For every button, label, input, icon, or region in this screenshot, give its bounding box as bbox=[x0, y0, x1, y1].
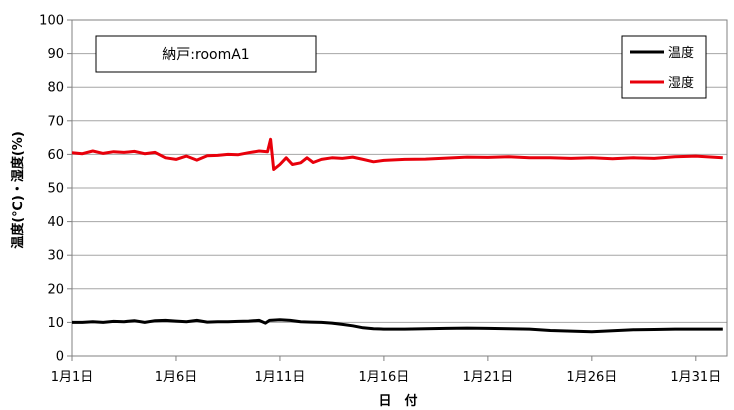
y-tick-label: 50 bbox=[47, 182, 64, 197]
y-tick-label: 100 bbox=[39, 14, 64, 29]
chart-title-box: 納戸:roomA1 bbox=[95, 35, 317, 73]
gridlines bbox=[72, 53, 727, 323]
x-tick-label: 1月26日 bbox=[566, 370, 617, 385]
series-line-humidity bbox=[71, 137, 723, 171]
x-tick-label: 1月31日 bbox=[670, 370, 721, 385]
y-tick-label: 0 bbox=[56, 350, 64, 365]
x-tick-label: 1月16日 bbox=[358, 370, 409, 385]
y-tick-label: 90 bbox=[47, 47, 64, 62]
x-axis-ticks: 1月1日 1月6日 1月11日 1月16日 1月21日 1月26日 1月31日 bbox=[51, 356, 721, 385]
y-tick-label: 60 bbox=[47, 148, 64, 163]
x-tick-label: 1月1日 bbox=[51, 370, 94, 385]
legend-label-temperature: 温度 bbox=[668, 45, 694, 61]
series-line-temperature bbox=[72, 318, 723, 334]
y-axis-label: 温度(℃)・湿度(%) bbox=[10, 131, 26, 249]
y-tick-label: 30 bbox=[47, 249, 64, 264]
series-lines bbox=[71, 137, 723, 334]
x-tick-label: 1月6日 bbox=[155, 370, 198, 385]
legend: 温度 湿度 bbox=[621, 35, 707, 99]
chart-title: 納戸:roomA1 bbox=[162, 47, 249, 63]
x-axis-label: 日 付 bbox=[378, 393, 417, 409]
y-axis-ticks: 0 10 20 30 40 50 60 70 80 90 100 bbox=[39, 14, 72, 365]
y-tick-label: 40 bbox=[47, 215, 64, 230]
y-tick-label: 70 bbox=[47, 114, 64, 129]
y-tick-label: 80 bbox=[47, 81, 64, 96]
x-tick-label: 1月11日 bbox=[255, 370, 306, 385]
x-tick-label: 1月21日 bbox=[462, 370, 513, 385]
legend-label-humidity: 湿度 bbox=[668, 75, 694, 91]
y-tick-label: 20 bbox=[47, 282, 64, 297]
y-tick-label: 10 bbox=[47, 316, 64, 331]
